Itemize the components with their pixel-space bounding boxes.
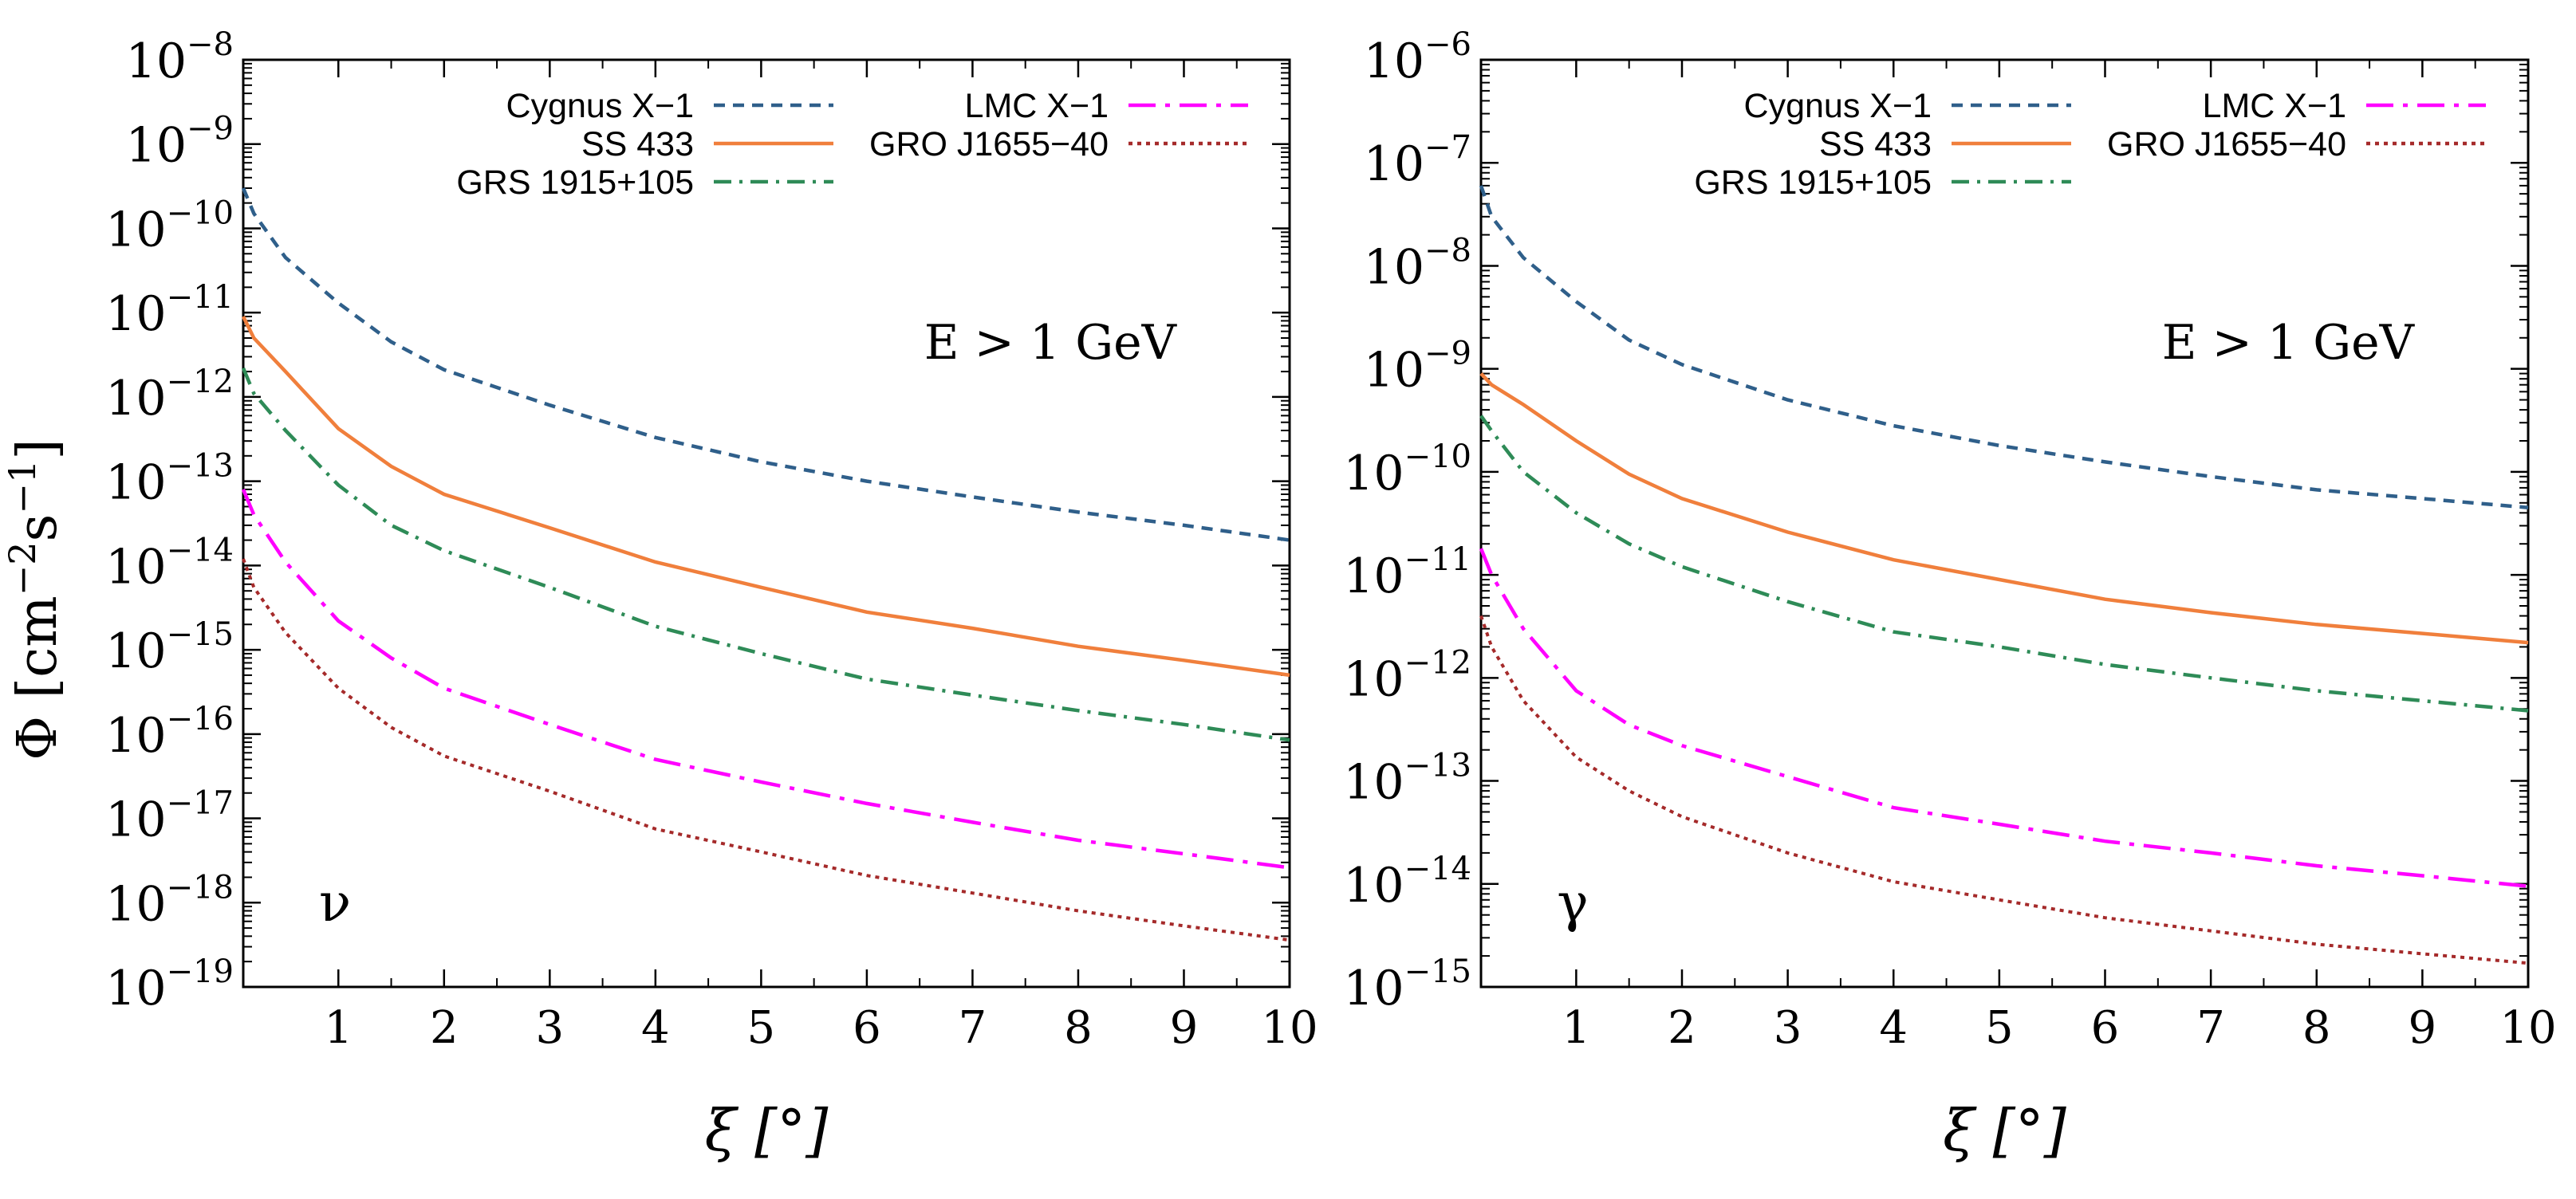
series-line-cygnus-x-1 (241, 187, 1290, 542)
x-tick-label: 8 (2302, 1002, 2331, 1054)
y-tick-label: 10−10 (1343, 438, 1471, 501)
energy-annotation: E > 1 GeV (2162, 315, 2416, 371)
y-tick-label: 10−9 (126, 111, 234, 174)
y-tick-label: 10−14 (1343, 851, 1471, 914)
legend-label: LMC X−1 (2203, 87, 2346, 125)
y-axis-label-sup2: −1 (1, 460, 44, 514)
y-tick-label: 10−13 (105, 448, 234, 511)
legend-label: SS 433 (581, 125, 694, 163)
legend-label: GRS 1915+105 (456, 163, 694, 202)
x-tick-label: 6 (2091, 1002, 2120, 1054)
y-axis-label-sup1: −2 (1, 541, 44, 596)
x-tick-label: 10 (1261, 1002, 1318, 1054)
x-tick-label: 7 (2196, 1002, 2225, 1054)
x-tick-label: 6 (853, 1002, 881, 1054)
x-tick-label: 4 (1879, 1002, 1908, 1054)
y-tick-label: 10−14 (105, 532, 234, 595)
x-tick-label: 7 (959, 1002, 987, 1054)
x-tick-label: 10 (2499, 1002, 2556, 1054)
particle-label: ν (319, 872, 351, 934)
legend-label: GRS 1915+105 (1694, 163, 1932, 202)
y-tick-label: 10−10 (105, 195, 234, 257)
y-tick-label: 10−6 (1364, 26, 1471, 89)
x-tick-label: 1 (324, 1002, 353, 1054)
particle-label: γ (1557, 872, 1588, 934)
energy-annotation: E > 1 GeV (924, 315, 1178, 371)
x-tick-label: 5 (747, 1002, 776, 1054)
plot-frame (242, 58, 1291, 989)
series-line-grs-1915-105 (1479, 415, 2529, 713)
y-tick-label: 10−9 (1364, 336, 1471, 399)
y-tick-label: 10−16 (105, 701, 234, 764)
y-tick-label: 10−18 (105, 869, 234, 932)
y-tick-label: 10−17 (105, 785, 234, 848)
x-tick-label: 9 (2409, 1002, 2437, 1054)
y-tick-label: 10−11 (1343, 541, 1471, 604)
y-axis-label-end: ] (6, 438, 69, 460)
legend-label: GRO J1655−40 (2107, 125, 2346, 163)
y-tick-label: 10−15 (105, 616, 234, 679)
gamma-panel: 10−15 10−14 10−13 10−12 10−11 10−10 10−9 10−8 10… (1343, 26, 2556, 1164)
y-tick-label: 10−12 (1343, 644, 1471, 707)
series-line-lmc-x-1 (1479, 548, 2529, 888)
y-axis-label-main: Φ [cm (6, 596, 69, 760)
y-tick-label: 10−12 (105, 364, 234, 427)
y-tick-label: 10−19 (105, 953, 234, 1016)
x-tick-label: 9 (1170, 1002, 1199, 1054)
x-tick-label: 2 (1668, 1002, 1696, 1054)
x-axis-label: ξ [°] (705, 1097, 829, 1164)
legend-label: Cygnus X−1 (1744, 87, 1932, 125)
x-tick-label: 3 (536, 1002, 565, 1054)
legend-label: GRO J1655−40 (869, 125, 1109, 163)
y-axis-label-mid: s (6, 514, 69, 542)
series-line-ss-433 (241, 316, 1290, 678)
series-line-ss-433 (1479, 372, 2529, 645)
x-tick-label: 5 (1985, 1002, 2014, 1054)
y-tick-label: 10−8 (1364, 232, 1471, 295)
x-tick-label: 2 (430, 1002, 459, 1054)
x-tick-label: 3 (1774, 1002, 1802, 1054)
y-tick-label: 10−13 (1343, 748, 1471, 811)
series-line-cygnus-x-1 (1479, 185, 2529, 509)
y-tick-label: 10−7 (1364, 129, 1471, 192)
series-line-lmc-x-1 (241, 489, 1290, 870)
series-line-gro-j1655-40 (242, 558, 1290, 942)
y-axis-label: Φ [cm−2s−1] (1, 438, 69, 761)
series-line-gro-j1655-40 (1479, 615, 2529, 965)
y-tick-label: 10−8 (126, 26, 234, 89)
x-tick-label: 1 (1562, 1002, 1591, 1054)
legend-label: SS 433 (1819, 125, 1932, 163)
x-tick-label: 4 (641, 1002, 670, 1054)
y-tick-label: 10−15 (1343, 953, 1471, 1016)
neutrino-panel: 10−19 10−18 10−17 10−16 10−15 10−14 10−13 10−12… (105, 26, 1318, 1164)
x-tick-label: 8 (1064, 1002, 1093, 1054)
plot-frame (1479, 58, 2530, 989)
y-tick-label: 10−11 (105, 279, 234, 342)
legend-label: LMC X−1 (965, 87, 1109, 125)
x-axis-label: ξ [°] (1943, 1097, 2067, 1164)
series-line-grs-1915-105 (241, 367, 1290, 742)
legend-label: Cygnus X−1 (506, 87, 694, 125)
